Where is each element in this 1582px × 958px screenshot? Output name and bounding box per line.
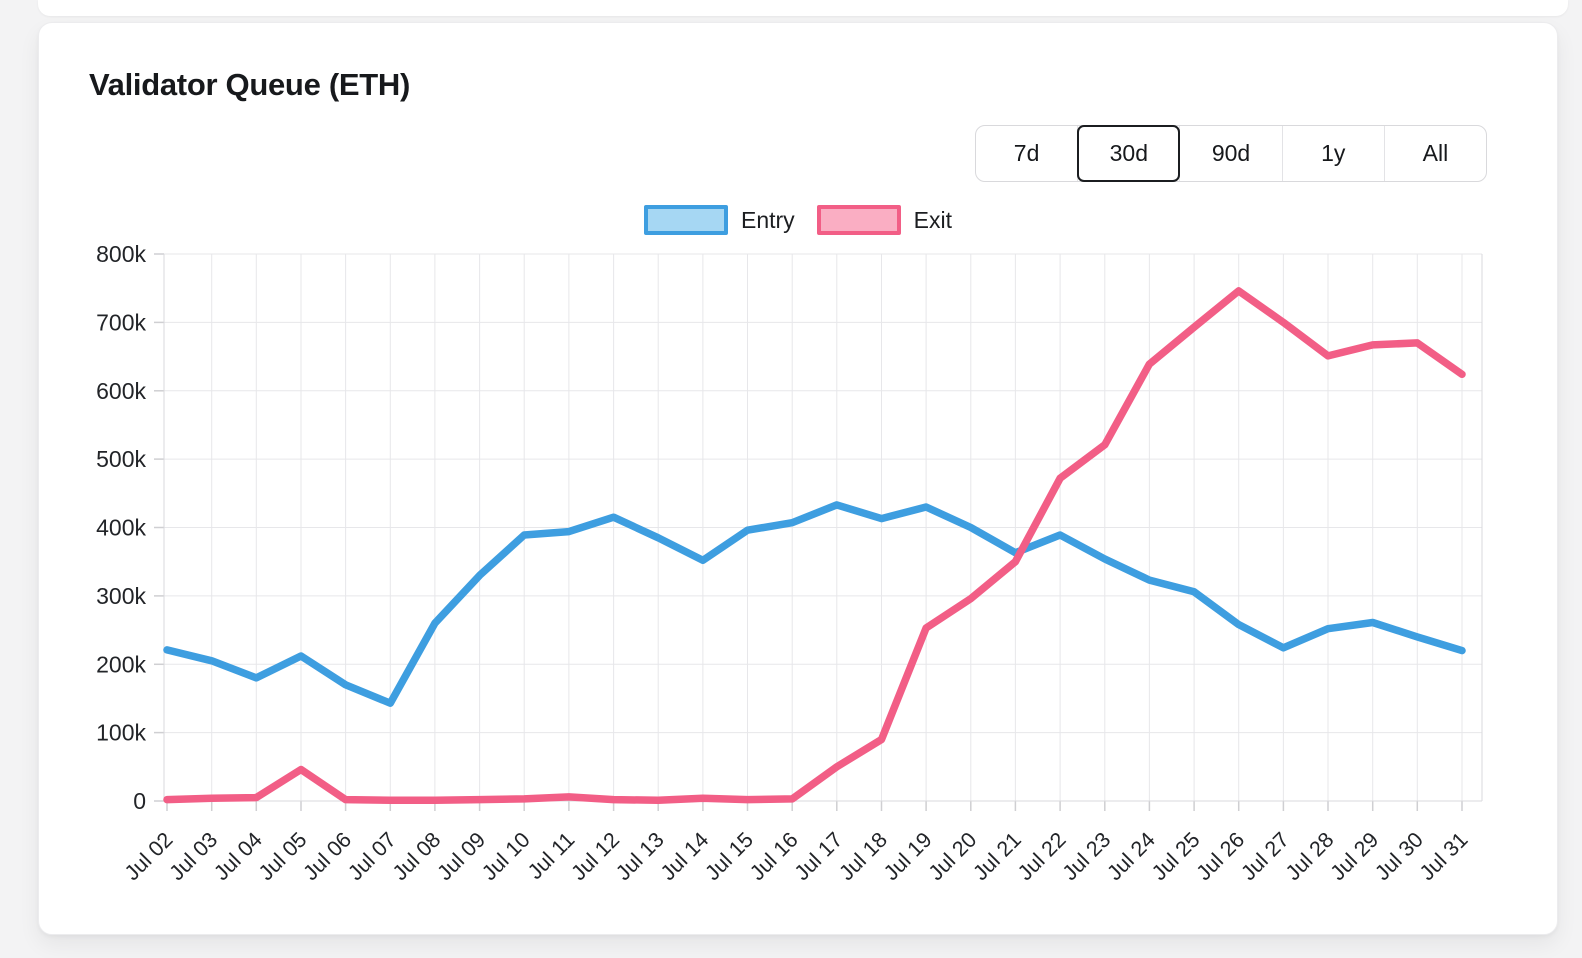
x-axis-label: Jul 19 [879, 828, 937, 886]
chart-title: Validator Queue (ETH) [89, 67, 410, 102]
x-axis-label: Jul 25 [1147, 828, 1205, 886]
x-axis-label: Jul 21 [968, 828, 1026, 886]
chart-legend: Entry Exit [39, 205, 1557, 235]
range-button-all[interactable]: All [1385, 126, 1486, 181]
x-axis-label: Jul 20 [924, 828, 982, 886]
x-axis-label: Jul 15 [700, 828, 758, 886]
y-axis-label: 700k [96, 309, 146, 335]
legend-item-entry[interactable]: Entry [643, 205, 795, 235]
y-axis-label: 300k [96, 583, 146, 609]
entry-line [163, 501, 1466, 707]
exit-line [163, 287, 1466, 805]
x-axis-label: Jul 13 [611, 828, 669, 886]
x-axis-label: Jul 07 [343, 828, 401, 886]
adjacent-card-edge [38, 0, 1568, 16]
legend-label-entry: Entry [740, 206, 795, 233]
x-axis-label: Jul 22 [1013, 828, 1071, 886]
x-axis-label: Jul 06 [299, 828, 357, 886]
x-axis-label: Jul 18 [834, 828, 892, 886]
y-axis-label: 500k [96, 446, 146, 472]
y-axis-label: 800k [96, 241, 146, 267]
x-axis-label: Jul 28 [1281, 828, 1339, 886]
x-axis-label: Jul 31 [1415, 828, 1473, 886]
x-axis-label: Jul 27 [1236, 828, 1294, 886]
x-axis-label: Jul 02 [120, 828, 178, 886]
range-button-1y[interactable]: 1y [1283, 126, 1385, 181]
range-button-90d[interactable]: 90d [1180, 126, 1283, 181]
y-axis-label: 100k [96, 720, 146, 746]
range-button-30d[interactable]: 30d [1077, 125, 1181, 182]
x-axis-label: Jul 08 [388, 828, 446, 886]
x-axis-label: Jul 23 [1058, 828, 1116, 886]
x-axis-label: Jul 12 [567, 828, 625, 886]
x-axis-label: Jul 05 [254, 828, 312, 886]
legend-label-exit: Exit [913, 206, 953, 233]
x-axis-label: Jul 30 [1370, 828, 1428, 886]
y-axis-label: 0 [133, 788, 146, 814]
y-axis-label: 200k [96, 651, 146, 677]
time-range-selector: 7d 30d 90d 1y All [975, 125, 1487, 182]
legend-item-exit[interactable]: Exit [816, 205, 953, 235]
x-axis-label: Jul 14 [656, 828, 714, 886]
x-axis-label: Jul 29 [1326, 828, 1384, 886]
x-axis-label: Jul 26 [1192, 828, 1250, 886]
x-axis-label: Jul 09 [433, 828, 491, 886]
y-axis-label: 600k [96, 378, 146, 404]
x-axis-label: Jul 03 [165, 828, 223, 886]
x-axis-label: Jul 24 [1102, 828, 1160, 886]
y-axis-label: 400k [96, 515, 146, 541]
x-axis-label: Jul 11 [523, 828, 579, 884]
x-axis-label: Jul 17 [790, 828, 848, 886]
range-button-7d[interactable]: 7d [976, 126, 1079, 181]
validator-queue-card: Validator Queue (ETH) 7d 30d 90d 1y All … [38, 22, 1558, 935]
x-axis-label: Jul 04 [209, 828, 267, 886]
x-axis-label: Jul 16 [745, 828, 803, 886]
x-axis-label: Jul 10 [477, 828, 535, 886]
entry-swatch-icon [643, 205, 728, 235]
exit-swatch-icon [816, 205, 901, 235]
